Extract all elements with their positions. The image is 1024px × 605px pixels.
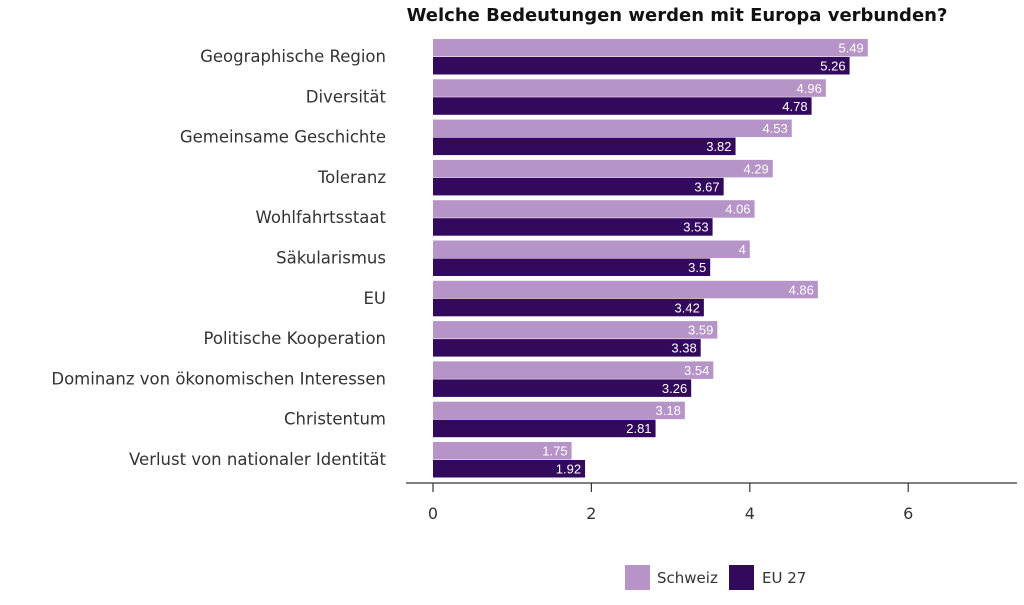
bar-schweiz bbox=[433, 159, 773, 178]
chart-title: Welche Bedeutungen werden mit Europa ver… bbox=[407, 5, 948, 26]
category-label: Wohlfahrtsstaat bbox=[256, 208, 387, 227]
x-tick-label: 0 bbox=[428, 504, 438, 523]
value-label: 4.78 bbox=[782, 99, 807, 114]
bar-eu27 bbox=[433, 258, 711, 276]
bar-schweiz bbox=[433, 280, 818, 299]
value-label: 4 bbox=[739, 242, 746, 257]
bar-eu27 bbox=[433, 177, 724, 196]
bar-schweiz bbox=[433, 361, 714, 379]
category-label: Dominanz von ökonomischen Interessen bbox=[51, 369, 386, 388]
category-labels: Geographische Region Diversität Gemeinsame… bbox=[51, 47, 386, 469]
value-label: 3.82 bbox=[706, 139, 731, 154]
category-label: EU bbox=[363, 289, 386, 308]
bar-eu27 bbox=[433, 379, 692, 397]
value-label: 4.29 bbox=[743, 161, 768, 176]
category-label: Gemeinsame Geschichte bbox=[180, 128, 386, 147]
category-label: Säkularismus bbox=[276, 249, 386, 268]
bar-eu27 bbox=[433, 339, 701, 357]
bar-schweiz bbox=[433, 401, 685, 420]
value-label: 1.75 bbox=[542, 444, 567, 459]
value-label: 5.49 bbox=[838, 41, 863, 56]
x-tick-label: 4 bbox=[745, 504, 755, 523]
bar-schweiz bbox=[433, 240, 750, 258]
bar-schweiz bbox=[433, 200, 755, 218]
value-label: 1.92 bbox=[556, 462, 581, 477]
legend: Schweiz EU 27 bbox=[625, 565, 806, 590]
value-label: 3.67 bbox=[694, 179, 719, 194]
category-label: Toleranz bbox=[317, 168, 386, 187]
bar-schweiz bbox=[433, 321, 718, 339]
category-label: Geographische Region bbox=[200, 47, 386, 66]
value-label: 5.26 bbox=[820, 59, 845, 74]
x-tick-label: 6 bbox=[903, 504, 913, 523]
category-label: Christentum bbox=[284, 410, 386, 429]
bar-schweiz bbox=[433, 442, 572, 460]
value-label: 4.86 bbox=[789, 282, 814, 297]
value-label: 3.53 bbox=[683, 220, 708, 235]
legend-label: Schweiz bbox=[657, 569, 718, 587]
bar-schweiz bbox=[433, 39, 868, 57]
bar-schweiz bbox=[433, 79, 826, 97]
value-label: 3.42 bbox=[675, 300, 700, 315]
bar-eu27 bbox=[433, 218, 713, 236]
value-label: 3.38 bbox=[671, 341, 696, 356]
category-label: Politische Kooperation bbox=[203, 329, 386, 348]
category-label: Diversität bbox=[306, 87, 387, 106]
bar-schweiz bbox=[433, 119, 792, 138]
value-label: 3.59 bbox=[688, 323, 713, 338]
value-label: 3.26 bbox=[662, 381, 687, 396]
legend-swatch-eu27 bbox=[729, 565, 754, 590]
bar-eu27 bbox=[433, 419, 656, 438]
value-label: 3.54 bbox=[684, 363, 709, 378]
x-tick-label: 2 bbox=[586, 504, 596, 523]
value-label: 4.06 bbox=[725, 202, 750, 217]
bar-eu27 bbox=[433, 460, 586, 478]
bars bbox=[433, 39, 868, 478]
bar-eu27 bbox=[433, 298, 704, 317]
legend-label: EU 27 bbox=[762, 569, 806, 587]
bar-eu27 bbox=[433, 137, 736, 156]
bar-eu27 bbox=[433, 57, 850, 75]
value-label: 2.81 bbox=[626, 421, 651, 436]
legend-swatch-schweiz bbox=[625, 565, 650, 590]
x-axis: 0 2 4 6 bbox=[406, 482, 1017, 523]
value-label: 3.5 bbox=[688, 260, 706, 275]
value-labels: 5.495.264.964.784.533.824.293.674.063.53… bbox=[542, 41, 864, 477]
bar-eu27 bbox=[433, 97, 812, 115]
category-label: Verlust von nationaler Identität bbox=[129, 450, 386, 469]
value-label: 4.96 bbox=[797, 81, 822, 96]
value-label: 4.53 bbox=[762, 121, 787, 136]
value-label: 3.18 bbox=[656, 403, 681, 418]
